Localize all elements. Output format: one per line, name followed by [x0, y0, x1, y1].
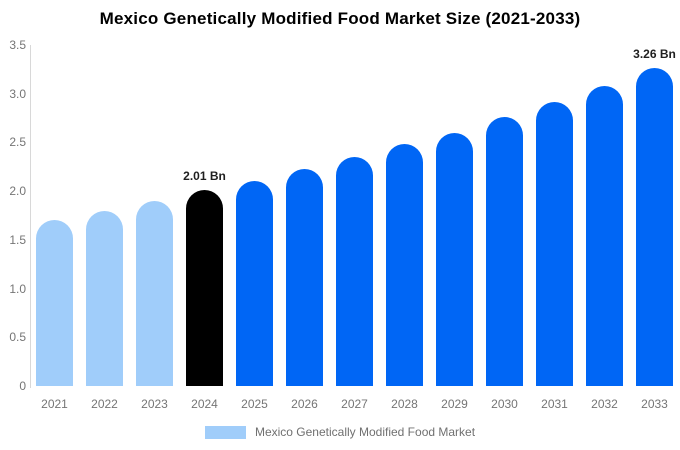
- bar-2031[interactable]: [536, 101, 573, 386]
- bar-2024[interactable]: [186, 190, 223, 386]
- x-tick-2022: 2022: [91, 397, 118, 411]
- y-tick-0: 0: [19, 379, 26, 393]
- y-tick-1-5: 1.5: [9, 232, 26, 247]
- y-tick-3-0: 3.0: [9, 86, 26, 101]
- legend-swatch-icon: [204, 425, 246, 439]
- value-label-2033: 3.26 Bn: [633, 47, 676, 62]
- x-tick-2031: 2031: [541, 397, 568, 411]
- x-tick-2026: 2026: [291, 397, 318, 411]
- chart-title: Mexico Genetically Modified Food Market …: [99, 9, 581, 28]
- bar-2029[interactable]: [436, 132, 473, 386]
- x-tick-2027: 2027: [341, 397, 368, 411]
- x-tick-2028: 2028: [391, 397, 418, 411]
- bar-2026[interactable]: [286, 168, 323, 386]
- y-tick-3-5: 3.5: [9, 38, 26, 52]
- x-tick-2032: 2032: [591, 397, 618, 411]
- legend: Mexico Genetically Modified Food Market: [0, 425, 680, 439]
- bar-2021[interactable]: [36, 220, 73, 386]
- bar-2027[interactable]: [336, 157, 373, 386]
- legend-label: Mexico Genetically Modified Food Market: [254, 425, 476, 439]
- value-label-2024: 2.01 Bn: [183, 169, 226, 184]
- x-tick-2029: 2029: [441, 397, 468, 411]
- bar-2033[interactable]: [636, 68, 673, 386]
- x-tick-2023: 2023: [141, 397, 168, 411]
- plot-area: 0 0.5 1.0 1.5 2.0 2.5 3.0 3.5 2021 2022 2023 2024 2.…: [9, 38, 680, 411]
- legend-item[interactable]: Mexico Genetically Modified Food Market: [204, 425, 476, 439]
- x-tick-2030: 2030: [491, 397, 518, 411]
- y-tick-1-0: 1.0: [9, 281, 26, 296]
- bar-2023[interactable]: [136, 200, 173, 386]
- bar-2030[interactable]: [486, 117, 523, 386]
- x-tick-2021: 2021: [41, 397, 68, 411]
- bar-2022[interactable]: [86, 210, 123, 386]
- bar-2028[interactable]: [386, 144, 423, 386]
- x-tick-2025: 2025: [241, 397, 268, 411]
- y-tick-2-0: 2.0: [9, 184, 26, 199]
- bar-2032[interactable]: [586, 85, 623, 386]
- y-axis-line: [30, 45, 31, 388]
- bar-2025[interactable]: [236, 181, 273, 386]
- x-tick-2024: 2024: [191, 397, 218, 411]
- x-tick-2033: 2033: [641, 397, 668, 411]
- y-tick-2-5: 2.5: [9, 135, 26, 150]
- y-tick-0-5: 0.5: [9, 330, 26, 345]
